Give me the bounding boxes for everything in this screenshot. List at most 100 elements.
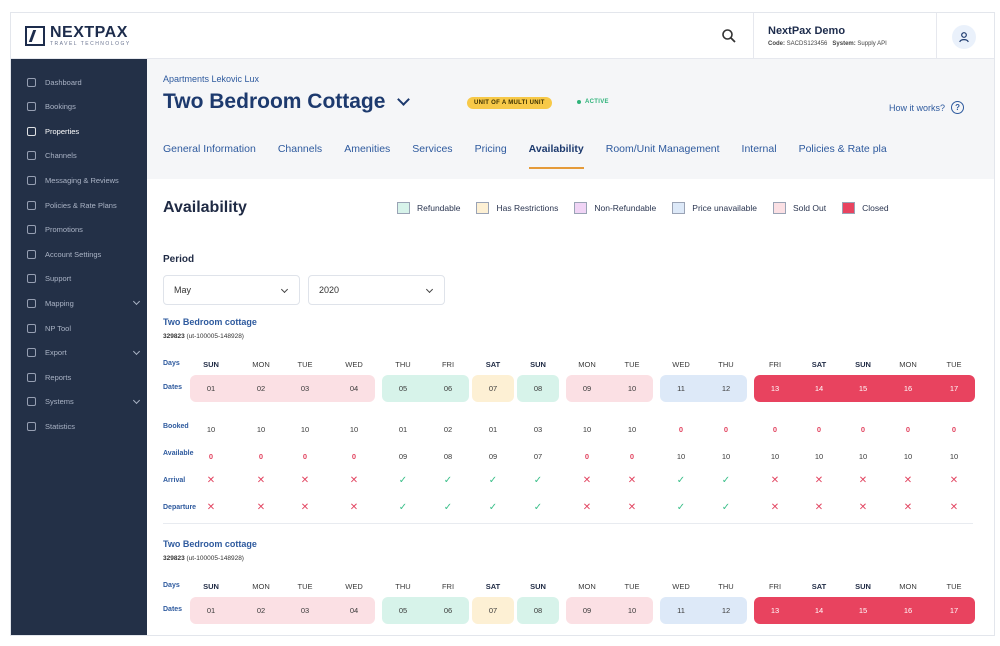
tab-internal[interactable]: Internal xyxy=(741,143,777,155)
sidebar-item-support[interactable]: Support xyxy=(27,272,139,286)
date-cell[interactable]: 12 xyxy=(721,606,731,615)
day-header: WED xyxy=(345,360,363,369)
date-cell[interactable]: 09 xyxy=(582,606,592,615)
legend-item: Has Restrictions xyxy=(476,202,558,214)
date-cell[interactable]: 07 xyxy=(488,384,498,393)
booked-cell: 03 xyxy=(533,425,543,434)
date-cell[interactable]: 14 xyxy=(814,384,824,393)
date-cell[interactable]: 15 xyxy=(858,606,868,615)
date-cell[interactable]: 03 xyxy=(300,384,310,393)
cross-icon: ✕ xyxy=(206,502,216,513)
month-select[interactable]: May xyxy=(163,275,300,305)
available-cell: 0 xyxy=(258,452,264,461)
date-cell[interactable]: 01 xyxy=(206,606,216,615)
date-cell[interactable]: 08 xyxy=(533,384,543,393)
date-cell[interactable]: 10 xyxy=(627,384,637,393)
date-cell[interactable]: 14 xyxy=(814,606,824,615)
check-icon: ✓ xyxy=(398,475,408,486)
page-header: Apartments Lekovic Lux Two Bedroom Cotta… xyxy=(147,59,994,179)
day-header: SUN xyxy=(203,582,219,591)
unit-title[interactable]: Two Bedroom cottage xyxy=(163,317,257,327)
cross-icon: ✕ xyxy=(903,475,913,486)
sidebar-item-dashboard[interactable]: Dashboard xyxy=(27,75,139,89)
sidebar-item-messaging-reviews[interactable]: Messaging & Reviews xyxy=(27,173,139,187)
available-row-label: Available xyxy=(163,450,194,457)
page-title[interactable]: Two Bedroom Cottage xyxy=(163,90,411,114)
mapping-icon xyxy=(27,298,36,308)
date-cell[interactable]: 04 xyxy=(349,384,359,393)
sidebar-item-label: Properties xyxy=(45,126,80,136)
date-cell[interactable]: 16 xyxy=(903,384,913,393)
date-cell[interactable]: 07 xyxy=(488,606,498,615)
check-icon: ✓ xyxy=(721,502,731,513)
account-meta: Code: SACDS123456 System: Supply API xyxy=(768,41,887,47)
date-cell[interactable]: 05 xyxy=(398,384,408,393)
day-header: WED xyxy=(672,582,690,591)
days-row-label: Days xyxy=(163,360,180,367)
sidebar-item-reports[interactable]: Reports xyxy=(27,370,139,384)
sidebar-item-systems[interactable]: Systems xyxy=(27,395,141,409)
date-range-pill xyxy=(472,375,514,402)
date-cell[interactable]: 06 xyxy=(443,606,453,615)
sidebar-item-mapping[interactable]: Mapping xyxy=(27,296,141,310)
date-cell[interactable]: 08 xyxy=(533,606,543,615)
date-cell[interactable]: 01 xyxy=(206,384,216,393)
logo[interactable]: NEXTPAX TRAVEL TECHNOLOGY xyxy=(25,25,131,47)
tab-room-unit-management[interactable]: Room/Unit Management xyxy=(605,143,720,155)
date-cell[interactable]: 04 xyxy=(349,606,359,615)
available-cell: 10 xyxy=(676,452,686,461)
date-cell[interactable]: 11 xyxy=(677,384,685,393)
chevron-down-icon[interactable] xyxy=(397,93,411,106)
date-cell[interactable]: 02 xyxy=(256,606,266,615)
cross-icon: ✕ xyxy=(814,502,824,513)
legend-item: Price unavailable xyxy=(672,202,757,214)
legend-label: Sold Out xyxy=(793,203,827,213)
date-cell[interactable]: 10 xyxy=(627,606,637,615)
divider xyxy=(936,13,937,59)
sidebar-item-channels[interactable]: Channels xyxy=(27,149,139,163)
day-header: THU xyxy=(718,360,734,369)
tab-pricing[interactable]: Pricing xyxy=(474,143,507,155)
tab-availability[interactable]: Availability xyxy=(528,139,584,169)
date-cell[interactable]: 13 xyxy=(770,384,780,393)
tab-policies-rate-pla[interactable]: Policies & Rate pla xyxy=(798,143,887,155)
sidebar-item-statistics[interactable]: Statistics xyxy=(27,419,139,433)
sidebar-item-promotions[interactable]: Promotions xyxy=(27,223,139,237)
tab-services[interactable]: Services xyxy=(412,143,453,155)
sidebar-item-np-tool[interactable]: NP Tool xyxy=(27,321,139,335)
date-cell[interactable]: 06 xyxy=(443,384,453,393)
date-cell[interactable]: 13 xyxy=(770,606,780,615)
date-cell[interactable]: 09 xyxy=(582,384,592,393)
check-icon: ✓ xyxy=(488,475,498,486)
sidebar-item-label: Export xyxy=(45,348,67,358)
date-cell[interactable]: 15 xyxy=(858,384,868,393)
tab-amenities[interactable]: Amenities xyxy=(344,143,391,155)
search-icon[interactable] xyxy=(721,28,737,44)
breadcrumb[interactable]: Apartments Lekovic Lux xyxy=(163,74,260,84)
cross-icon: ✕ xyxy=(206,475,216,486)
date-cell[interactable]: 03 xyxy=(300,606,310,615)
date-cell[interactable]: 11 xyxy=(677,606,685,615)
tab-channels[interactable]: Channels xyxy=(277,143,323,155)
day-header: FRI xyxy=(768,360,782,369)
user-avatar-button[interactable] xyxy=(952,25,976,49)
sidebar-item-account-settings[interactable]: Account Settings xyxy=(27,247,139,261)
date-cell[interactable]: 05 xyxy=(398,606,408,615)
sidebar-item-label: Statistics xyxy=(45,421,76,431)
sidebar-item-bookings[interactable]: Bookings xyxy=(27,100,139,114)
cross-icon: ✕ xyxy=(349,475,359,486)
booked-cell: 02 xyxy=(443,425,453,434)
sidebar-item-policies-rate-plans[interactable]: Policies & Rate Plans xyxy=(27,198,139,212)
tab-general-information[interactable]: General Information xyxy=(163,143,256,155)
date-cell[interactable]: 17 xyxy=(949,384,959,393)
date-cell[interactable]: 17 xyxy=(949,606,959,615)
date-cell[interactable]: 02 xyxy=(256,384,266,393)
unit-title[interactable]: Two Bedroom cottage xyxy=(163,539,257,549)
how-it-works-link[interactable]: How it works? ? xyxy=(889,101,965,114)
sidebar-item-export[interactable]: Export xyxy=(27,346,141,360)
date-cell[interactable]: 12 xyxy=(721,384,731,393)
unit-code: 329823 (ut-100005-148928) xyxy=(163,555,244,562)
sidebar-item-properties[interactable]: Properties xyxy=(27,124,139,138)
date-cell[interactable]: 16 xyxy=(903,606,913,615)
year-select[interactable]: 2020 xyxy=(308,275,445,305)
